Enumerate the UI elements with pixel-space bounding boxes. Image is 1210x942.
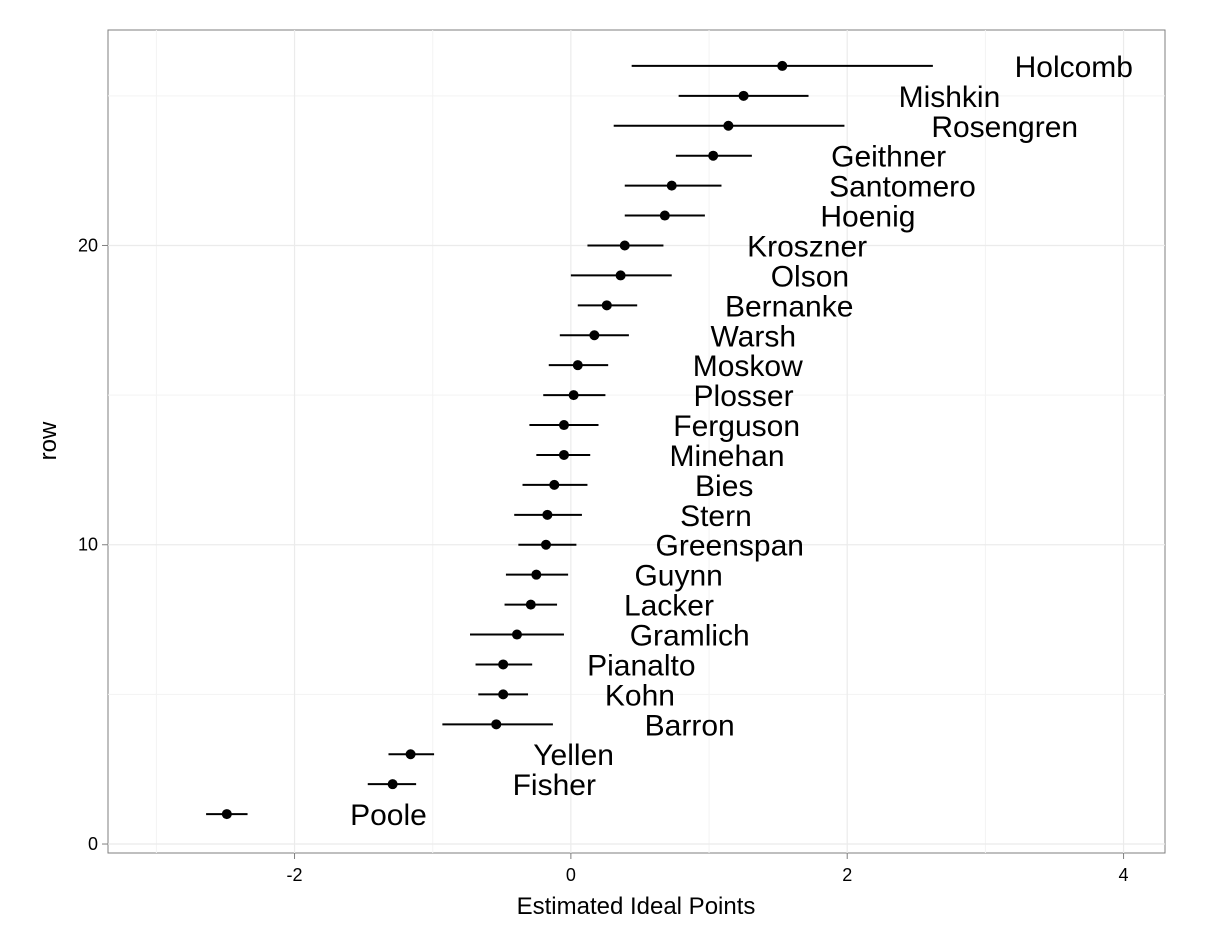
point-poole [221,809,232,820]
point-guynn [531,569,542,580]
point-minehan [558,449,569,460]
point-stern [542,509,553,520]
point-warsh [589,330,600,341]
name-label-barron: Barron [645,709,735,742]
name-label-minehan: Minehan [669,440,784,473]
name-label-bies: Bies [695,470,753,503]
name-label-holcomb: Holcomb [1015,51,1133,84]
point-ferguson [558,420,569,431]
name-label-ferguson: Ferguson [673,410,800,443]
point-holcomb [777,60,788,71]
point-rosengren [723,120,734,131]
point-bies [549,479,560,490]
point-kohn [498,689,509,700]
name-label-lacker: Lacker [624,590,714,623]
name-label-geithner: Geithner [831,141,946,174]
name-label-moskow: Moskow [693,350,803,383]
point-bernanke [601,300,612,311]
data-marks [206,60,933,820]
x-tick-label: -2 [287,865,303,885]
point-kroszner [619,240,630,251]
name-label-santomero: Santomero [829,171,976,204]
point-hoenig [659,210,670,221]
x-tick-label: 0 [566,865,576,885]
point-mishkin [738,90,749,101]
point-olson [615,270,626,281]
point-pianalto [498,659,509,670]
name-label-fisher: Fisher [513,769,596,802]
name-label-rosengren: Rosengren [931,111,1078,144]
name-label-gramlich: Gramlich [630,620,750,653]
name-label-stern: Stern [680,500,752,533]
name-label-poole: Poole [350,799,427,832]
point-moskow [572,360,583,371]
y-tick-label: 20 [78,235,98,255]
axes: -2 0 2 4 0 10 20 [78,235,1129,885]
x-tick-label: 2 [842,865,852,885]
name-label-olson: Olson [771,260,849,293]
point-lacker [525,599,536,610]
name-label-kohn: Kohn [605,679,675,712]
name-label-kroszner: Kroszner [747,230,867,263]
point-gramlich [511,629,522,640]
point-plosser [568,390,579,401]
y-axis-title: row [35,421,62,460]
name-label-greenspan: Greenspan [656,530,804,563]
x-axis-title: Estimated Ideal Points [517,893,756,920]
name-label-hoenig: Hoenig [820,201,915,234]
plot-panel [107,29,1166,854]
name-label-pianalto: Pianalto [587,649,695,682]
name-label-guynn: Guynn [634,560,722,593]
name-label-yellen: Yellen [533,739,614,772]
x-tick-label: 4 [1119,865,1129,885]
name-label-plosser: Plosser [694,380,794,413]
name-label-warsh: Warsh [710,320,796,353]
y-tick-label: 0 [88,834,98,854]
point-fisher [387,779,398,790]
point-barron [491,719,502,730]
point-greenspan [540,539,551,550]
point-geithner [708,150,719,161]
point-santomero [666,180,677,191]
y-tick-label: 10 [78,535,98,555]
name-label-bernanke: Bernanke [725,290,853,323]
point-yellen [405,749,416,760]
name-label-mishkin: Mishkin [899,81,1001,114]
